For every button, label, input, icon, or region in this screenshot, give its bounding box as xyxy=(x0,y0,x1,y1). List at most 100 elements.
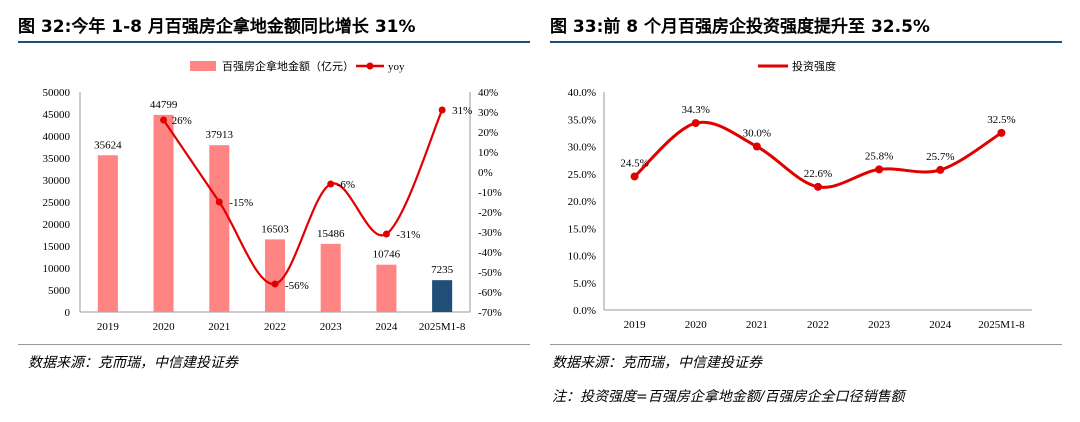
y2-tick-label: -20% xyxy=(478,207,502,219)
left-chart: 百强房企拿地金额（亿元） yoy 0 5000 10000 15000 20000 250… xyxy=(43,59,502,333)
bar xyxy=(153,114,174,312)
bar xyxy=(320,243,341,312)
yoy-value-label: -15% xyxy=(229,197,253,209)
y-tick-label: 20.0% xyxy=(568,196,596,208)
bar xyxy=(97,155,118,312)
y2-tick-label: -40% xyxy=(478,247,502,259)
yoy-value-label: 31% xyxy=(452,105,472,117)
y-tick-label: 15000 xyxy=(43,241,71,253)
x-tick-label: 2020 xyxy=(153,321,176,333)
y-tick-label: 25000 xyxy=(43,197,71,209)
x-tick-label: 2025M1-8 xyxy=(419,321,466,333)
x-tick-label: 2021 xyxy=(208,321,230,333)
yoy-value-label: 26% xyxy=(172,115,192,127)
yoy-point xyxy=(215,198,223,206)
intensity-point xyxy=(936,165,945,174)
x-tick-label: 2022 xyxy=(807,319,829,331)
left-legend: 百强房企拿地金额（亿元） yoy xyxy=(190,59,405,73)
legend-bar-swatch xyxy=(190,61,216,71)
intensity-point xyxy=(814,182,822,191)
x-tick-label: 2023 xyxy=(320,321,343,333)
y2-tick-label: 0% xyxy=(478,167,493,179)
bar-value-label: 44799 xyxy=(150,99,178,111)
intensity-point xyxy=(875,165,884,174)
x-tick-label: 2024 xyxy=(375,321,398,333)
right-figure-title: 图 33:前 8 个月百强房企投资强度提升至 32.5% xyxy=(550,17,930,37)
y-tick-label: 5.0% xyxy=(573,278,596,290)
x-tick-label: 2019 xyxy=(624,319,647,331)
y2-tick-label: 20% xyxy=(478,127,498,139)
yoy-point xyxy=(327,180,335,188)
intensity-point xyxy=(997,128,1006,137)
y-tick-label: 10.0% xyxy=(568,251,596,263)
intensity-point xyxy=(630,172,639,181)
y2-tick-label: -30% xyxy=(478,227,502,239)
left-axes: 0 5000 10000 15000 20000 25000 30000 35000 40000… xyxy=(43,87,502,333)
legend-line-marker xyxy=(366,62,374,70)
x-tick-label: 2023 xyxy=(868,319,891,331)
yoy-point xyxy=(438,106,446,114)
y-tick-label: 20000 xyxy=(43,219,71,231)
right-chart: 投资强度 0.0% 5.0% 10.0% 15.0% 20.0% 25.0% 30.0% 35… xyxy=(568,59,1032,331)
bar-value-label: 10746 xyxy=(373,249,401,261)
bar xyxy=(376,264,397,312)
yoy-point xyxy=(160,116,168,124)
x-tick-label: 2020 xyxy=(685,319,708,331)
x-tick-label: 2021 xyxy=(746,319,768,331)
right-intensity-line: 24.5% 34.3% 30.0% 22.6% 25.8% 25.7% 32.5% xyxy=(620,104,1016,191)
left-yoy-line: 26% -15% -56% -6% -31% 31% xyxy=(160,105,472,292)
y-tick-label: 40.0% xyxy=(568,87,596,99)
y2-tick-label: -50% xyxy=(478,267,502,279)
left-footer-rule xyxy=(18,344,530,345)
x-tick-label: 2022 xyxy=(264,321,286,333)
right-legend: 投资强度 xyxy=(758,59,836,73)
x-tick-label: 2024 xyxy=(929,319,952,331)
y-tick-label: 40000 xyxy=(43,131,71,143)
intensity-value-label: 30.0% xyxy=(743,128,771,140)
y-tick-label: 30.0% xyxy=(568,142,596,154)
intensity-value-label: 32.5% xyxy=(987,114,1015,126)
legend-line-label: yoy xyxy=(388,61,405,73)
y-tick-label: 50000 xyxy=(43,87,71,99)
y-tick-label: 35000 xyxy=(43,153,71,165)
right-footer-rule xyxy=(550,344,1062,345)
yoy-point xyxy=(382,230,390,238)
y-tick-label: 25.0% xyxy=(568,169,596,181)
y-tick-label: 30000 xyxy=(43,175,71,187)
left-figure-title: 图 32:今年 1-8 月百强房企拿地金额同比增长 31% xyxy=(18,17,416,37)
legend-line-label: 投资强度 xyxy=(792,59,836,73)
x-tick-label: 2019 xyxy=(97,321,120,333)
y2-tick-label: 40% xyxy=(478,87,498,99)
yoy-value-label: -31% xyxy=(396,229,420,241)
y2-tick-label: 30% xyxy=(478,107,498,119)
bar-value-label: 7235 xyxy=(431,264,454,276)
bar xyxy=(264,239,286,312)
bar-value-label: 15486 xyxy=(317,228,345,240)
left-bars: 35624 44799 37913 16503 15486 10746 7235 xyxy=(94,99,454,312)
y-tick-label: 10000 xyxy=(43,263,71,275)
intensity-value-label: 25.7% xyxy=(926,151,954,163)
intensity-point xyxy=(691,119,700,128)
intensity-value-label: 34.3% xyxy=(682,104,710,116)
yoy-value-label: -56% xyxy=(285,280,309,292)
right-source: 数据来源：克而瑞，中信建投证券 xyxy=(552,355,762,371)
y2-tick-label: -70% xyxy=(478,307,502,319)
intensity-point xyxy=(752,142,761,151)
left-source: 数据来源：克而瑞，中信建投证券 xyxy=(28,355,238,371)
right-note: 注：投资强度=百强房企拿地金额/百强房企全口径销售额 xyxy=(552,389,905,405)
y-tick-label: 0 xyxy=(65,307,71,319)
y-tick-label: 35.0% xyxy=(568,114,596,126)
x-tick-label: 2025M1-8 xyxy=(978,319,1025,331)
intensity-value-label: 24.5% xyxy=(620,157,648,169)
bar xyxy=(432,280,453,312)
y-tick-label: 0.0% xyxy=(573,305,596,317)
right-title-rule xyxy=(550,41,1062,43)
intensity-value-label: 25.8% xyxy=(865,150,893,162)
y2-tick-label: -10% xyxy=(478,187,502,199)
y2-tick-label: -60% xyxy=(478,287,502,299)
y2-tick-label: 10% xyxy=(478,147,498,159)
y-tick-label: 45000 xyxy=(43,109,71,121)
y-tick-label: 15.0% xyxy=(568,223,596,235)
yoy-point xyxy=(271,280,279,288)
yoy-value-label: -6% xyxy=(337,179,355,191)
